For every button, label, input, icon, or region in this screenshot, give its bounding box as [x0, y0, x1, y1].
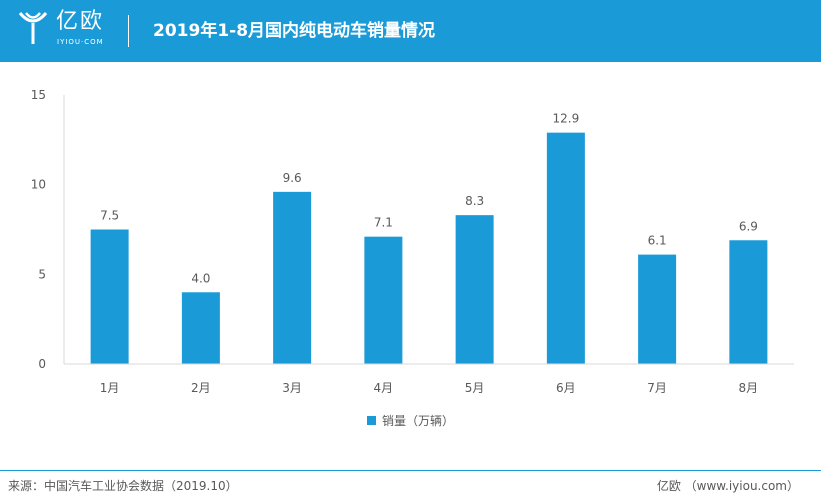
x-tick-label: 8月	[739, 381, 759, 395]
x-tick-label: 4月	[374, 381, 394, 395]
x-tick-label: 1月	[100, 381, 120, 395]
bar	[364, 236, 403, 364]
data-label: 12.9	[553, 112, 580, 126]
bar	[638, 254, 677, 364]
y-tick-label: 0	[38, 357, 46, 371]
data-label: 9.6	[283, 171, 302, 185]
bar	[90, 229, 129, 364]
x-tick-label: 6月	[556, 381, 576, 395]
x-tick-label: 2月	[191, 381, 211, 395]
x-tick-label: 7月	[647, 381, 667, 395]
legend-label: 销量（万辆）	[381, 414, 454, 428]
legend-swatch	[366, 416, 376, 425]
data-label: 7.1	[374, 216, 393, 230]
x-tick-label: 3月	[282, 381, 302, 395]
data-label: 6.9	[739, 219, 758, 233]
y-tick-label: 5	[38, 267, 46, 281]
data-label: 7.5	[100, 209, 119, 223]
brand-note: 亿欧 （www.iyiou.com）	[656, 479, 799, 493]
legend: 销量（万辆）	[0, 412, 821, 429]
data-label: 4.0	[191, 271, 210, 285]
header-bar: 亿欧 IYIOU·COM 2019年1-8月国内纯电动车销量情况	[0, 0, 821, 62]
logo-name: 亿欧	[56, 9, 105, 34]
bar-chart: 0 5 10 15 7.5 4.0 9.6 7.1 8.3 12.9 6.1 6.9 1月 2月 3月 4…	[31, 88, 794, 395]
x-tick-label: 5月	[465, 381, 485, 395]
data-label: 8.3	[465, 194, 484, 208]
source-note: 来源：中国汽车工业协会数据（2019.10）	[8, 479, 238, 493]
bar	[181, 292, 220, 364]
iyiou-logo-icon	[18, 12, 48, 44]
bar	[729, 240, 768, 364]
bar	[546, 132, 585, 364]
bar	[273, 191, 312, 364]
data-label: 6.1	[648, 234, 667, 248]
y-tick-label: 15	[31, 88, 46, 102]
header-divider	[128, 15, 129, 47]
y-tick-label: 10	[31, 178, 46, 192]
chart-title: 2019年1-8月国内纯电动车销量情况	[153, 21, 436, 41]
logo-subtitle: IYIOU·COM	[57, 38, 104, 46]
footer-divider	[0, 470, 821, 471]
bar	[455, 215, 494, 364]
